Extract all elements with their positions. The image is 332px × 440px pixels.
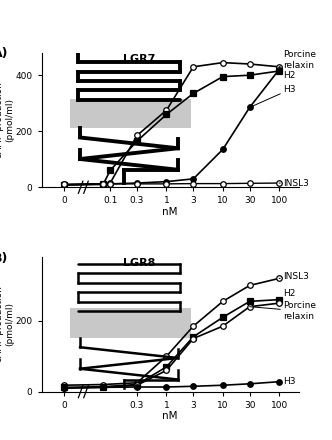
FancyBboxPatch shape <box>70 99 191 128</box>
Text: A): A) <box>0 48 8 60</box>
Text: B): B) <box>0 252 8 265</box>
X-axis label: nM: nM <box>162 207 178 216</box>
Text: INSL3: INSL3 <box>279 272 309 281</box>
Text: H3: H3 <box>250 85 295 107</box>
Text: INSL3: INSL3 <box>279 179 309 187</box>
Text: Porcine
relaxin: Porcine relaxin <box>250 301 316 321</box>
Text: LGR7: LGR7 <box>123 54 155 64</box>
Text: H3: H3 <box>279 377 295 386</box>
Y-axis label: cAMP production
(pmol/ml): cAMP production (pmol/ml) <box>0 82 14 158</box>
FancyBboxPatch shape <box>70 308 191 338</box>
Text: H2: H2 <box>279 289 295 300</box>
X-axis label: nM: nM <box>162 411 178 421</box>
Text: LGR8: LGR8 <box>123 258 155 268</box>
Y-axis label: cAMP production
(pmol/ml): cAMP production (pmol/ml) <box>0 286 14 362</box>
Text: H2: H2 <box>279 71 295 80</box>
Text: Porcine
relaxin: Porcine relaxin <box>279 50 316 70</box>
